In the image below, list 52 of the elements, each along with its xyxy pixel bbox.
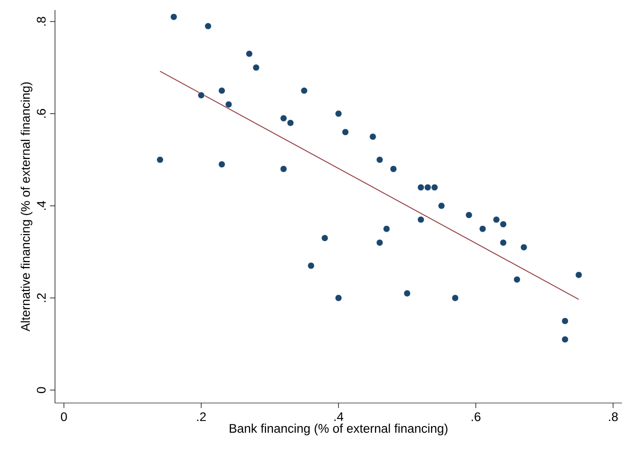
point bbox=[156, 156, 164, 164]
x-axis-title: Bank financing (% of external financing) bbox=[230, 424, 448, 436]
point bbox=[335, 110, 342, 118]
point bbox=[225, 100, 232, 108]
point bbox=[390, 165, 397, 172]
y-tick-label: .8 bbox=[36, 16, 46, 26]
y-tick-label: 0 bbox=[36, 387, 46, 394]
point bbox=[218, 87, 226, 94]
point bbox=[562, 336, 569, 343]
point bbox=[376, 239, 384, 246]
x-tick-label: .6 bbox=[472, 412, 480, 422]
point bbox=[252, 64, 260, 72]
point bbox=[417, 184, 424, 191]
point bbox=[280, 165, 288, 172]
y-axis-title: Alternative financing (% of external financing) bbox=[20, 82, 32, 332]
point bbox=[286, 119, 294, 126]
point bbox=[562, 318, 569, 324]
x-tick-label: 0 bbox=[60, 412, 67, 422]
point bbox=[204, 22, 212, 30]
x-tick-label: .4 bbox=[334, 412, 344, 421]
point bbox=[198, 92, 205, 99]
point bbox=[500, 239, 507, 246]
point bbox=[424, 184, 432, 191]
point bbox=[280, 114, 288, 122]
point bbox=[308, 262, 315, 270]
point bbox=[520, 244, 528, 251]
point bbox=[465, 212, 472, 219]
point bbox=[492, 216, 500, 224]
point bbox=[321, 234, 328, 242]
x-tick-label: .2 bbox=[197, 412, 206, 422]
point bbox=[500, 220, 507, 228]
point bbox=[575, 271, 582, 278]
point bbox=[513, 276, 520, 284]
y-tick-label: .4 bbox=[37, 200, 46, 210]
x-tick-label: .8 bbox=[609, 412, 618, 422]
point bbox=[479, 225, 486, 232]
point bbox=[246, 50, 253, 58]
y-tick-label: .2 bbox=[36, 293, 46, 302]
point bbox=[170, 13, 178, 20]
point bbox=[452, 294, 459, 302]
point bbox=[376, 156, 384, 164]
point bbox=[404, 290, 411, 297]
point bbox=[300, 87, 308, 94]
point bbox=[417, 216, 424, 224]
point bbox=[218, 160, 226, 168]
point bbox=[383, 225, 390, 232]
y-tick-label: .6 bbox=[36, 109, 46, 118]
point bbox=[438, 202, 445, 210]
point bbox=[369, 133, 376, 140]
point bbox=[342, 128, 349, 136]
point bbox=[431, 184, 438, 191]
point bbox=[335, 294, 342, 302]
